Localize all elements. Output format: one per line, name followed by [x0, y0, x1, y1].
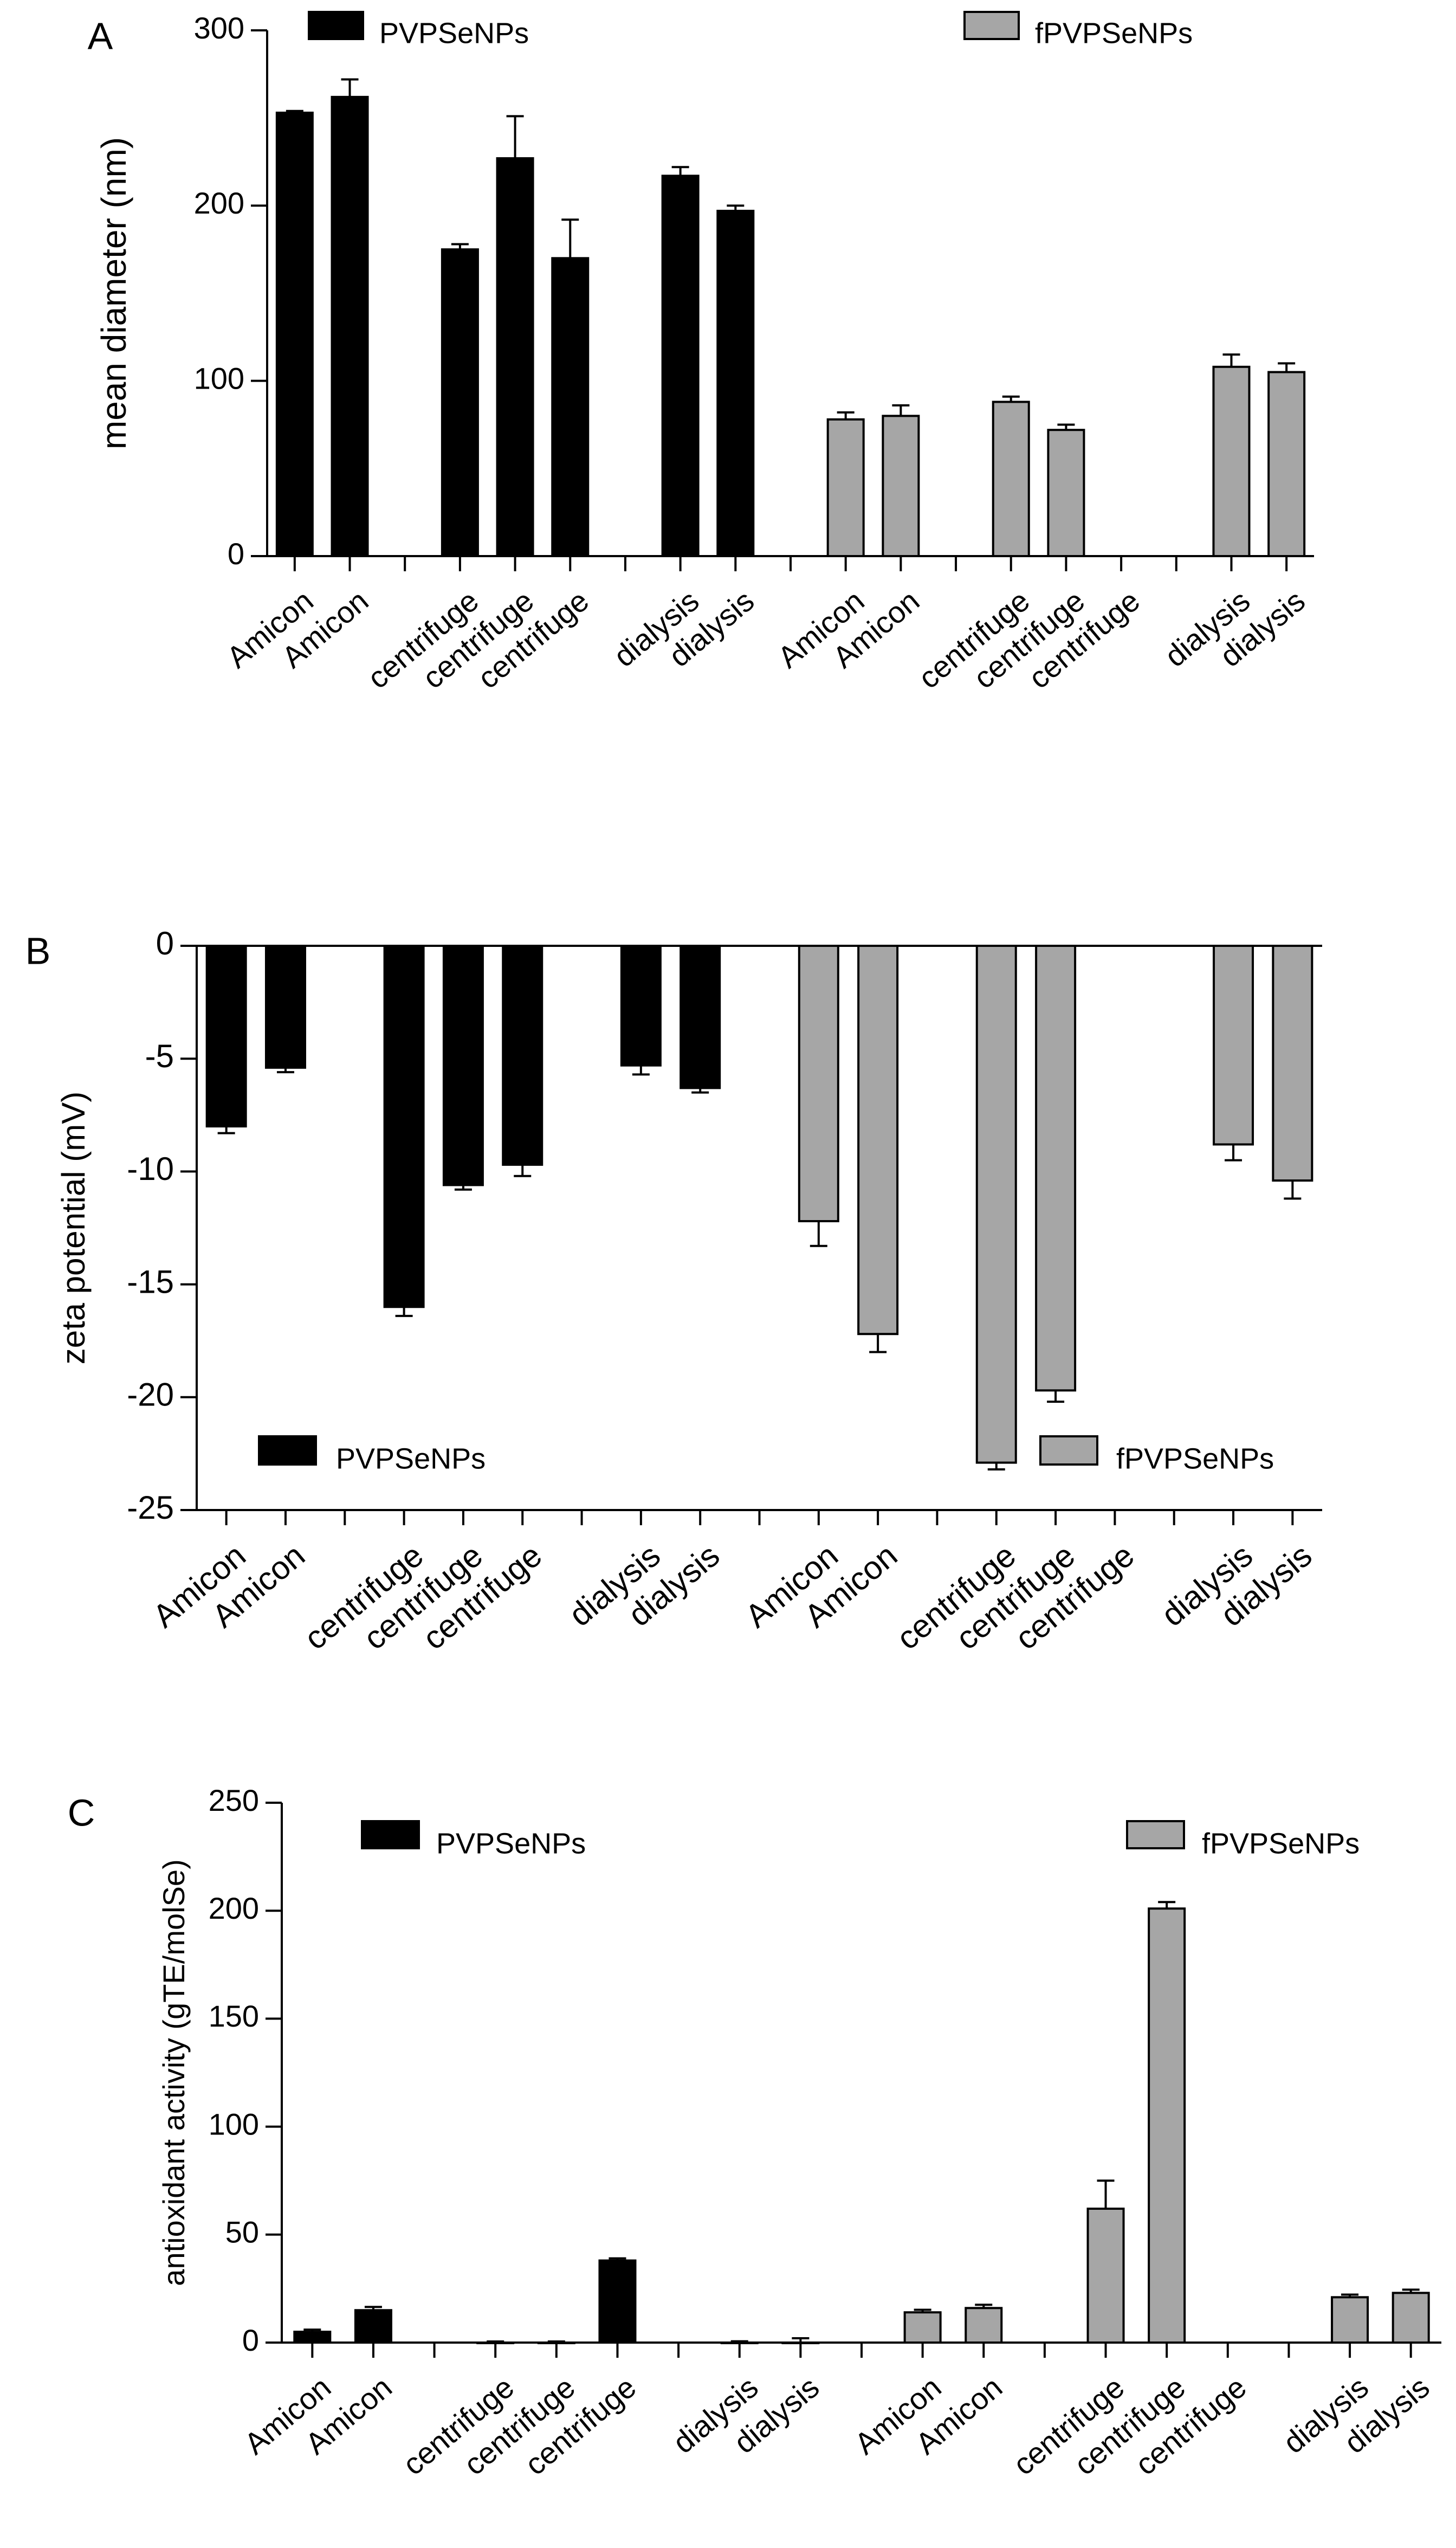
- legend-label: fPVPSeNPs: [1116, 1442, 1274, 1475]
- bar: [442, 945, 484, 1186]
- bar: [716, 210, 755, 557]
- bar: [205, 945, 247, 1128]
- legend-swatch: [963, 11, 1020, 40]
- y-tick-label: -15: [127, 1263, 174, 1300]
- bar: [264, 945, 306, 1069]
- bar: [1148, 1907, 1186, 2344]
- bar: [598, 2259, 637, 2344]
- y-tick-label: 250: [209, 1783, 259, 1817]
- legend-label: fPVPSeNPs: [1202, 1827, 1360, 1860]
- bar: [620, 945, 662, 1067]
- bar: [826, 418, 865, 557]
- legend-label: PVPSeNPs: [436, 1827, 586, 1860]
- bar: [1212, 365, 1251, 557]
- bar: [293, 2331, 332, 2344]
- y-tick-label: 100: [194, 361, 244, 395]
- panel-letter: C: [68, 1791, 95, 1834]
- bar: [1047, 429, 1085, 558]
- bar: [903, 2311, 942, 2344]
- bar: [1213, 945, 1254, 1146]
- y-tick-label: 300: [194, 11, 244, 45]
- y-tick-label: -10: [127, 1151, 174, 1187]
- y-tick-label: 0: [156, 925, 174, 962]
- panel-letter: B: [25, 930, 51, 972]
- bar: [502, 945, 543, 1166]
- bar: [882, 415, 920, 557]
- y-tick-label: 0: [228, 537, 244, 571]
- chart-panel-C: C 0 50 100 150 200 250 antioxidant activity (gT…: [68, 1783, 1441, 2482]
- bar: [975, 945, 1017, 1464]
- bar: [1035, 945, 1077, 1392]
- bar: [551, 257, 590, 558]
- bar: [857, 945, 899, 1336]
- bar: [798, 945, 839, 1223]
- y-tick-label: -5: [145, 1038, 174, 1074]
- y-axis-label: mean diameter (nm): [94, 137, 133, 449]
- y-tick-label: 200: [194, 186, 244, 220]
- legend-label: PVPSeNPs: [379, 17, 529, 49]
- bar: [383, 945, 425, 1308]
- legend-swatch: [258, 1435, 317, 1466]
- bar: [1086, 2207, 1125, 2344]
- bar: [680, 945, 721, 1089]
- bar: [1272, 945, 1313, 1182]
- bar: [354, 2309, 392, 2344]
- bar: [1331, 2296, 1369, 2344]
- legend-swatch: [361, 1820, 420, 1849]
- y-tick-label: 50: [225, 2215, 259, 2249]
- y-tick-label: -20: [127, 1377, 174, 1413]
- panel-letter: A: [88, 15, 113, 57]
- legend-swatch: [1126, 1820, 1185, 1849]
- y-axis-label: antioxidant activity (gTE/molSe): [157, 1859, 191, 2286]
- y-tick-label: 200: [209, 1891, 259, 1925]
- y-axis-label: zeta potential (mV): [55, 1092, 92, 1365]
- y-tick-label: 0: [242, 2323, 259, 2357]
- legend-label: fPVPSeNPs: [1035, 17, 1193, 49]
- bar: [275, 111, 314, 557]
- legend-swatch: [308, 11, 364, 40]
- y-tick-label: 150: [209, 1999, 259, 2033]
- bar: [965, 2307, 1003, 2344]
- bar: [496, 157, 534, 557]
- legend-label: PVPSeNPs: [336, 1442, 486, 1475]
- bar: [441, 248, 479, 557]
- legend-swatch: [1039, 1435, 1098, 1466]
- y-tick-label: 100: [209, 2107, 259, 2141]
- bar: [661, 175, 700, 558]
- y-tick-label: -25: [127, 1489, 174, 1526]
- bar: [1392, 2292, 1430, 2344]
- bar: [331, 95, 369, 558]
- bar: [992, 401, 1030, 557]
- bar: [1267, 371, 1306, 557]
